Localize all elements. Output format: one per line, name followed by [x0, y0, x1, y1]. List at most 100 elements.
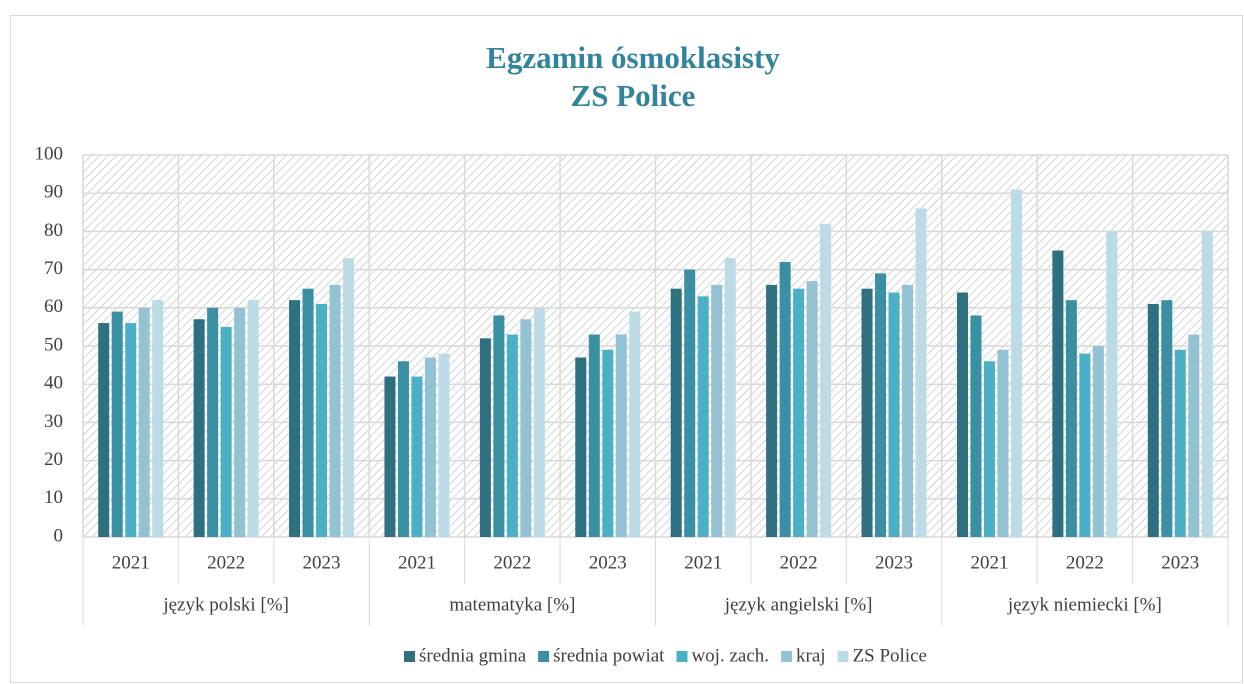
bar [98, 323, 110, 537]
bar [684, 269, 696, 537]
y-tick-label: 20 [44, 449, 63, 470]
category-group-label: język polski [%] [162, 594, 289, 615]
x-tick-label: 2023 [303, 552, 341, 573]
bar [956, 292, 968, 537]
bar [970, 315, 982, 537]
y-tick-label: 40 [44, 373, 63, 394]
x-tick-label: 2022 [780, 552, 818, 573]
y-tick-label: 30 [44, 411, 63, 432]
bar [411, 376, 423, 537]
bar [575, 357, 587, 537]
x-tick-label: 2023 [875, 552, 913, 573]
bar [125, 323, 137, 537]
bar [902, 284, 914, 537]
bar [711, 284, 723, 537]
bar [1106, 231, 1118, 537]
bar [697, 296, 709, 537]
bar [1201, 231, 1213, 537]
x-tick-label: 2021 [398, 552, 436, 573]
bar [1161, 300, 1173, 537]
bar [888, 292, 900, 537]
bar [343, 258, 355, 537]
bar [915, 208, 927, 538]
bar [329, 284, 341, 537]
bar [438, 353, 450, 537]
bar [1188, 334, 1200, 537]
bar [1052, 250, 1064, 537]
bar [820, 223, 832, 537]
bar [207, 307, 219, 537]
chart-title: Egzamin ósmoklasisty [486, 40, 780, 75]
category-group-label: matematyka [%] [449, 594, 575, 615]
chart-subtitle: ZS Police [571, 78, 696, 113]
category-group-label: język niemiecki [%] [1007, 594, 1162, 615]
y-tick-label: 70 [44, 258, 63, 279]
legend-label: średnia gmina [419, 645, 527, 666]
bar [138, 307, 150, 537]
y-tick-label: 80 [44, 220, 63, 241]
x-tick-label: 2023 [589, 552, 627, 573]
category-group-label: język angielski [%] [724, 594, 873, 615]
bar [1065, 300, 1077, 537]
bar [779, 261, 791, 537]
x-tick-label: 2022 [1066, 552, 1104, 573]
bar [234, 307, 246, 537]
bar [493, 315, 505, 537]
bar [875, 273, 887, 537]
bar [193, 319, 205, 537]
legend-label: woj. zach. [691, 645, 769, 666]
bar [629, 311, 641, 537]
x-tick-label: 2022 [493, 552, 531, 573]
legend-label: ZS Police [853, 645, 927, 666]
x-tick-label: 2023 [1161, 552, 1199, 573]
bar [220, 326, 232, 537]
x-tick-label: 2021 [970, 552, 1008, 573]
legend-swatch [837, 651, 849, 662]
bar [983, 361, 995, 537]
bar [302, 288, 314, 537]
x-tick-label: 2021 [112, 552, 150, 573]
bar [506, 334, 518, 537]
bar [1174, 349, 1186, 537]
legend-swatch [538, 651, 550, 662]
bar [397, 361, 409, 537]
bar [997, 349, 1009, 537]
bar [479, 338, 491, 537]
bar [520, 319, 532, 537]
bar [806, 281, 818, 537]
bar [247, 300, 259, 537]
legend-swatch [781, 651, 793, 662]
x-tick-label: 2022 [207, 552, 245, 573]
bar [384, 376, 396, 537]
x-tick-label: 2021 [684, 552, 722, 573]
bar [152, 300, 164, 537]
legend-label: kraj [796, 645, 826, 666]
y-tick-label: 100 [35, 143, 64, 164]
bar [289, 300, 301, 537]
bar [861, 288, 873, 537]
bar [602, 349, 614, 537]
y-tick-label: 60 [44, 296, 63, 317]
bar [1147, 303, 1159, 537]
bar [424, 357, 436, 537]
y-tick-label: 50 [44, 334, 63, 355]
bar [588, 334, 600, 537]
legend-swatch [676, 651, 688, 662]
bar [724, 258, 736, 537]
bar [615, 334, 627, 537]
y-tick-label: 90 [44, 182, 63, 203]
bar [766, 284, 778, 537]
bar [1092, 346, 1104, 537]
bar [533, 307, 545, 537]
bar [316, 303, 328, 537]
y-tick-label: 0 [54, 525, 64, 546]
bar [1079, 353, 1091, 537]
y-tick-label: 10 [44, 487, 63, 508]
bar [111, 311, 123, 537]
bar [670, 288, 682, 537]
legend-label: średnia powiat [553, 645, 665, 666]
bar [793, 288, 805, 537]
bar [1010, 189, 1022, 537]
legend-swatch [404, 651, 416, 662]
